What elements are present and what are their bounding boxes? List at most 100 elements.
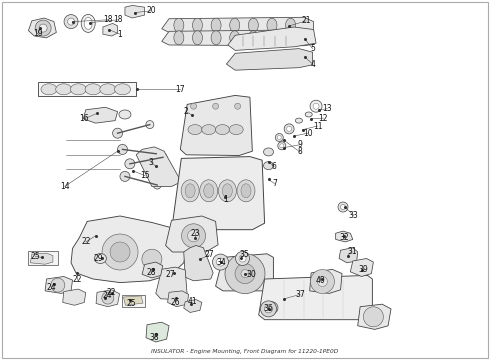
Polygon shape <box>184 246 213 281</box>
Text: 17: 17 <box>175 85 185 94</box>
Bar <box>28 251 58 265</box>
Text: 27: 27 <box>166 270 175 279</box>
Bar <box>38 82 136 96</box>
Ellipse shape <box>248 31 258 45</box>
Circle shape <box>225 253 265 294</box>
Circle shape <box>235 103 241 109</box>
Ellipse shape <box>174 18 184 32</box>
Text: 12: 12 <box>318 114 328 123</box>
Text: 5: 5 <box>310 44 315 53</box>
Ellipse shape <box>204 184 214 198</box>
Polygon shape <box>339 248 358 263</box>
Polygon shape <box>28 18 56 38</box>
Ellipse shape <box>230 18 240 32</box>
Text: 31: 31 <box>347 247 357 256</box>
Circle shape <box>125 159 135 169</box>
Circle shape <box>213 103 219 109</box>
Text: 34: 34 <box>217 258 226 266</box>
Text: 35: 35 <box>239 251 249 259</box>
Circle shape <box>120 171 130 181</box>
Polygon shape <box>30 253 53 264</box>
Polygon shape <box>156 267 187 300</box>
Ellipse shape <box>211 18 221 32</box>
Text: 32: 32 <box>339 233 349 242</box>
Ellipse shape <box>264 162 273 170</box>
Text: INSULATOR - Engine Mounting, Front Diagram for 11220-1PE0D: INSULATOR - Engine Mounting, Front Diagr… <box>151 350 339 355</box>
Ellipse shape <box>85 84 101 95</box>
Circle shape <box>284 124 294 134</box>
Ellipse shape <box>219 180 236 202</box>
Text: 29: 29 <box>93 254 103 263</box>
Ellipse shape <box>295 118 302 123</box>
Circle shape <box>159 153 167 161</box>
Ellipse shape <box>185 184 195 198</box>
Circle shape <box>153 181 161 189</box>
Polygon shape <box>228 27 316 50</box>
Text: 18: 18 <box>113 15 122 24</box>
Text: 9: 9 <box>297 140 302 149</box>
Circle shape <box>102 292 114 304</box>
Text: 41: 41 <box>187 297 197 306</box>
Text: 14: 14 <box>60 182 70 191</box>
Ellipse shape <box>84 17 92 30</box>
Circle shape <box>338 202 348 212</box>
Circle shape <box>152 150 160 158</box>
Ellipse shape <box>237 180 255 202</box>
Polygon shape <box>142 262 163 278</box>
Text: 37: 37 <box>295 290 305 299</box>
Circle shape <box>313 103 319 109</box>
Polygon shape <box>350 258 373 276</box>
Circle shape <box>182 224 205 248</box>
Bar <box>122 295 145 307</box>
Circle shape <box>241 270 249 278</box>
Ellipse shape <box>202 125 216 135</box>
Polygon shape <box>162 30 314 46</box>
Text: 24: 24 <box>47 283 56 292</box>
Text: 39: 39 <box>359 265 368 274</box>
Polygon shape <box>71 216 189 283</box>
Circle shape <box>188 230 199 242</box>
Circle shape <box>217 258 224 266</box>
Circle shape <box>110 242 130 262</box>
Ellipse shape <box>241 184 251 198</box>
Text: 18: 18 <box>103 15 113 24</box>
Ellipse shape <box>230 31 240 45</box>
Polygon shape <box>168 291 189 307</box>
Circle shape <box>364 307 383 327</box>
Text: 25: 25 <box>30 252 40 261</box>
Circle shape <box>51 278 65 292</box>
Text: 10: 10 <box>303 129 313 138</box>
Text: 33: 33 <box>349 211 359 220</box>
Text: 40: 40 <box>316 276 326 284</box>
Polygon shape <box>63 289 86 305</box>
Polygon shape <box>259 275 372 320</box>
Circle shape <box>35 20 51 36</box>
Circle shape <box>236 252 249 265</box>
Text: 26: 26 <box>171 298 180 307</box>
Ellipse shape <box>56 84 72 95</box>
Polygon shape <box>172 157 265 230</box>
Circle shape <box>261 301 276 317</box>
Circle shape <box>68 18 74 25</box>
Ellipse shape <box>267 31 277 45</box>
Text: 21: 21 <box>301 17 311 26</box>
Polygon shape <box>123 296 143 305</box>
Text: 2: 2 <box>184 107 189 116</box>
Text: 8: 8 <box>297 148 302 156</box>
Polygon shape <box>125 5 145 18</box>
Circle shape <box>310 100 322 112</box>
Circle shape <box>118 144 127 154</box>
Circle shape <box>278 142 286 150</box>
Circle shape <box>39 24 47 32</box>
Text: 11: 11 <box>313 122 322 131</box>
Polygon shape <box>358 304 391 329</box>
Text: 30: 30 <box>246 270 256 279</box>
Circle shape <box>235 264 255 284</box>
Circle shape <box>280 144 284 148</box>
Circle shape <box>287 126 292 131</box>
Ellipse shape <box>267 18 277 32</box>
Ellipse shape <box>286 18 295 32</box>
Circle shape <box>146 121 154 129</box>
Circle shape <box>191 103 196 109</box>
Text: 27: 27 <box>205 251 215 259</box>
